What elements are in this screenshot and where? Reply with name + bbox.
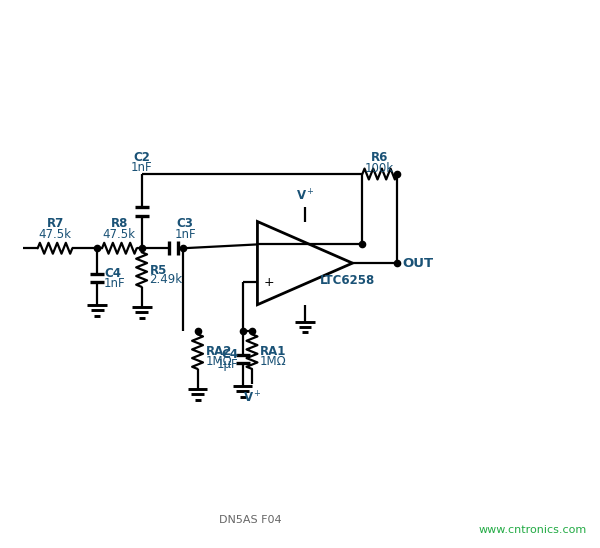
Text: R8: R8 bbox=[110, 218, 128, 231]
Text: C2: C2 bbox=[133, 151, 150, 164]
Text: DN5AS F04: DN5AS F04 bbox=[219, 516, 282, 526]
Text: www.cntronics.com: www.cntronics.com bbox=[479, 526, 587, 535]
Text: 1μF: 1μF bbox=[217, 358, 239, 372]
Text: 1nF: 1nF bbox=[104, 277, 125, 290]
Text: C4: C4 bbox=[221, 347, 239, 361]
Text: 2.49k: 2.49k bbox=[149, 273, 182, 287]
Text: R6: R6 bbox=[371, 151, 388, 164]
Text: R5: R5 bbox=[149, 264, 167, 277]
Text: 47.5k: 47.5k bbox=[38, 229, 71, 241]
Text: 1MΩ: 1MΩ bbox=[205, 356, 232, 368]
Text: 1nF: 1nF bbox=[131, 161, 152, 174]
Text: 100k: 100k bbox=[365, 162, 394, 175]
Text: $+$: $+$ bbox=[263, 276, 274, 289]
Text: 1nF: 1nF bbox=[175, 229, 196, 241]
Text: LTC6258: LTC6258 bbox=[320, 275, 375, 288]
Text: 1MΩ: 1MΩ bbox=[260, 356, 287, 368]
Text: C3: C3 bbox=[177, 218, 194, 231]
Text: V$^+$: V$^+$ bbox=[242, 391, 262, 406]
Text: $-$: $-$ bbox=[263, 237, 274, 250]
Text: R7: R7 bbox=[46, 218, 64, 231]
Text: RA2: RA2 bbox=[205, 345, 232, 358]
Text: 47.5k: 47.5k bbox=[103, 229, 136, 241]
Text: RA1: RA1 bbox=[260, 345, 286, 358]
Text: OUT: OUT bbox=[402, 256, 433, 270]
Text: C4: C4 bbox=[104, 266, 121, 279]
Text: V$^+$: V$^+$ bbox=[296, 189, 314, 204]
